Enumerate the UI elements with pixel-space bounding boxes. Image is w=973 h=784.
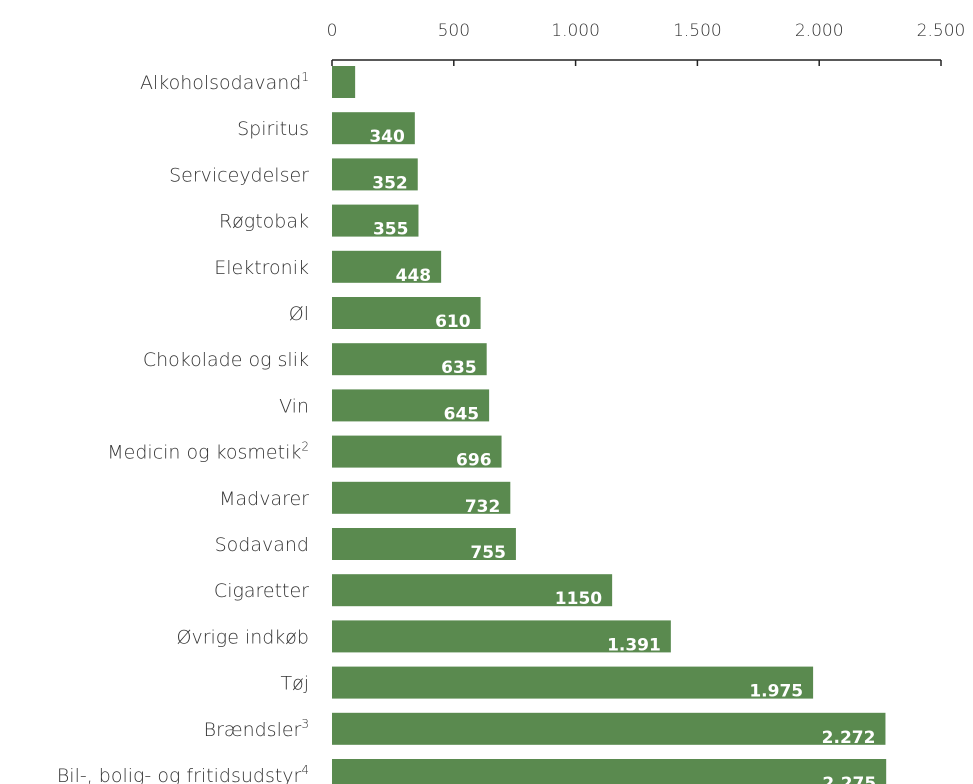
category-label: Bil-, bolig- og fritidsudstyr4 [57,763,309,784]
category-label: Spiritus [237,118,309,140]
bar [332,435,502,468]
category-label: Elektronik [214,257,309,279]
category-label: Røgtobak [219,211,309,233]
bar [332,389,490,422]
category-label: Chokolade og slik [143,349,309,371]
data-label: 1150 [555,589,602,609]
x-axis: 0 500 1.000 1.500 2.000 2.500 [327,21,966,66]
category-label: Madvarer [219,488,309,510]
bar [332,204,419,237]
x-tick-label: 1.000 [551,21,600,41]
data-label: 610 [435,312,471,332]
data-label: 696 [456,451,492,471]
category-label: Serviceydelser [169,164,309,186]
bars [332,66,887,784]
x-tick-label: 500 [438,21,470,41]
category-label: Sodavand [215,534,309,556]
bar [332,250,442,283]
category-label: Vin [279,395,309,417]
bar [332,620,671,653]
bar [332,712,886,745]
category-labels: Alkoholsodavand1 Spiritus Serviceydelser Rø… [57,70,309,784]
category-label: Alkoholsodavand1 [140,70,309,94]
category-label: Cigaretter [214,580,309,602]
bar [332,528,516,560]
bar [332,297,481,329]
data-label: 755 [470,543,506,563]
x-tick-label: 2.000 [795,21,844,41]
bar [332,481,511,514]
category-label: Brændsler3 [204,717,309,741]
data-label: 645 [444,404,480,424]
category-label: Medicin og kosmetik2 [107,440,309,464]
data-label: 355 [373,220,409,240]
data-labels: 340 352 355 448 610 635 645 696 732 755 1150 1.391 1… [369,127,876,784]
bar [332,112,415,145]
data-label: 1.391 [607,635,661,655]
category-label: Tøj [280,673,309,695]
data-label: 352 [372,173,408,193]
category-label: Øl [289,303,309,325]
category-label: Øvrige indkøb [177,626,310,648]
bar [332,158,418,191]
bar [332,574,613,607]
x-tick-label: 2.500 [917,21,966,41]
data-label: 635 [441,358,477,378]
x-tick-label: 1.500 [673,21,722,41]
bar [332,343,487,376]
data-label: 732 [465,497,501,517]
x-tick-label: 0 [327,21,338,41]
bar [332,666,814,699]
data-label: 340 [369,127,405,147]
bar [332,66,356,98]
bar [332,759,887,784]
data-label: 2.275 [822,774,876,784]
data-label: 448 [396,266,432,286]
data-label: 2.272 [822,728,876,748]
data-label: 1.975 [749,682,803,702]
